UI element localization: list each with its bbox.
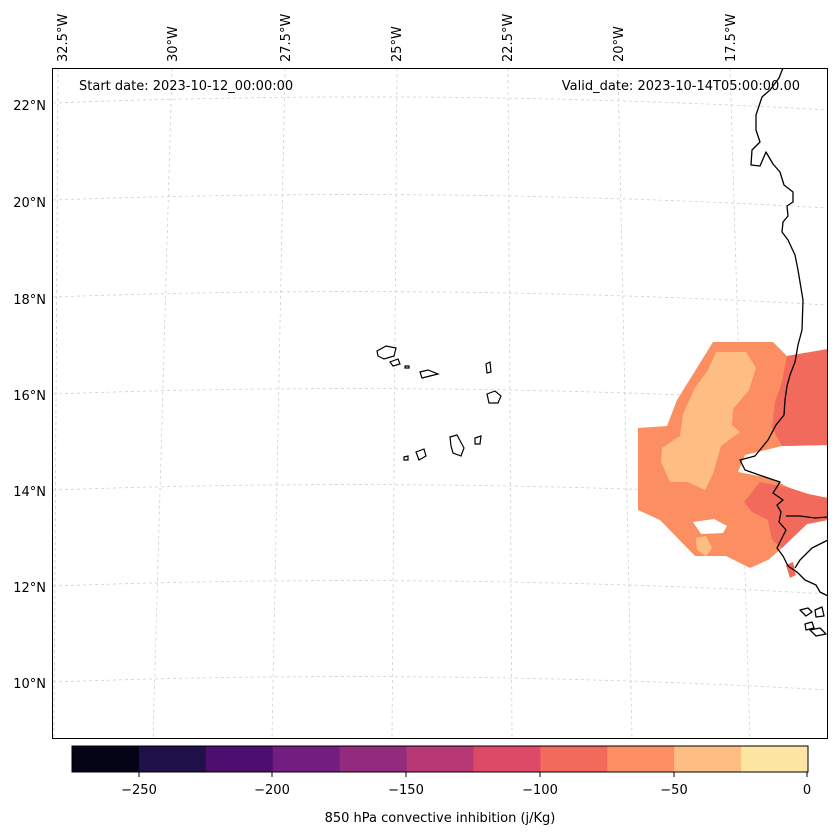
parallel-18n (52, 291, 829, 306)
colorbar-tick-label: −250 (121, 783, 157, 798)
coastline-gambia (786, 515, 829, 519)
colorbar-cell (607, 746, 675, 772)
lon-label-20w: 20°W (612, 26, 627, 62)
colorbar-cell (406, 746, 474, 772)
meridian-32-5w (53, 67, 59, 739)
parallel-16n (52, 388, 829, 403)
colorbar (72, 746, 809, 772)
island-sao-vicente (389, 358, 401, 367)
parallel-14n (52, 484, 829, 499)
island-maio (474, 435, 482, 445)
colorbar-tick-label: 0 (803, 783, 811, 798)
meridian-17-5w (729, 67, 751, 739)
colorbar-cell (272, 746, 341, 772)
island-boa-vista (486, 390, 502, 404)
colorbar-cell (205, 746, 274, 772)
colorbar-frame (71, 745, 809, 773)
valid-date-label: Valid_date: 2023-10-14T05:00:00.00 (562, 79, 800, 94)
parallel-10n (52, 676, 829, 691)
lat-label-18n: 18°N (13, 293, 46, 308)
island-fogo (415, 448, 427, 461)
island-brava (403, 455, 409, 461)
lon-label-22-5w: 22.5°W (501, 14, 516, 62)
lat-label-22n: 22°N (13, 99, 46, 114)
coastline-bissagos (799, 606, 827, 637)
coastline-guinea-bissau (794, 539, 829, 569)
lat-label-14n: 14°N (13, 485, 46, 500)
cin-field (638, 342, 828, 578)
lon-label-32-5w: 32.5°W (56, 14, 71, 62)
lon-label-27-5w: 27.5°W (279, 14, 294, 62)
colorbar-tick-label: −50 (660, 783, 687, 798)
colorbar-tick-label: −100 (522, 783, 558, 798)
colorbar-tick-label: −200 (254, 783, 290, 798)
lon-label-30w: 30°W (166, 26, 181, 62)
colorbar-cell (339, 746, 408, 772)
colorbar-cell (473, 746, 541, 772)
lon-label-17-5w: 17.5°W (724, 14, 739, 62)
graticule (52, 67, 829, 739)
meridian-20w (617, 67, 633, 739)
coastline-west-africa (739, 67, 829, 597)
island-sao-nicolau (419, 369, 440, 379)
colorbar-ticks: −250 −200 −150 −100 −50 0 (121, 772, 811, 798)
lat-label-12n: 12°N (13, 581, 46, 596)
lat-label-16n: 16°N (13, 389, 46, 404)
cin-region-core (661, 352, 756, 490)
meridian-22-5w (507, 67, 513, 739)
cin-region-core-small (696, 536, 712, 556)
cape-verde-islands (376, 345, 502, 461)
lon-label-25w: 25°W (390, 26, 405, 62)
parallel-20n (52, 194, 829, 209)
start-date-label: Start date: 2023-10-12_00:00:00 (79, 79, 293, 94)
meridian-25w (391, 67, 398, 739)
longitude-labels: 32.5°W 30°W 27.5°W 25°W 22.5°W 20°W 17.5… (56, 14, 739, 62)
colorbar-cell (741, 746, 809, 772)
cin-region-edge-south (744, 482, 828, 548)
island-santo-antao (376, 345, 397, 360)
colorbar-cell (138, 746, 207, 772)
meridian-30w (152, 67, 173, 739)
lat-label-10n: 10°N (13, 677, 46, 692)
parallel-12n (52, 580, 829, 595)
colorbar-cell (72, 746, 140, 772)
cin-region-edge-east (772, 349, 828, 446)
lat-label-20n: 20°N (13, 196, 46, 211)
meridian-27-5w (271, 67, 286, 739)
island-santa-luzia (404, 365, 410, 369)
colorbar-cell (674, 746, 742, 772)
island-sal (485, 361, 492, 374)
cin-gap (693, 519, 727, 534)
parallel-22n (52, 96, 829, 111)
latitude-labels: 22°N 20°N 18°N 16°N 14°N 12°N 10°N (13, 99, 46, 692)
colorbar-title: 850 hPa convective inhibition (j/Kg) (325, 811, 556, 826)
colorbar-cell (540, 746, 608, 772)
map-frame (52, 68, 828, 739)
coastline (739, 67, 829, 637)
colorbar-tick-label: −150 (388, 783, 424, 798)
island-santiago (449, 434, 465, 457)
